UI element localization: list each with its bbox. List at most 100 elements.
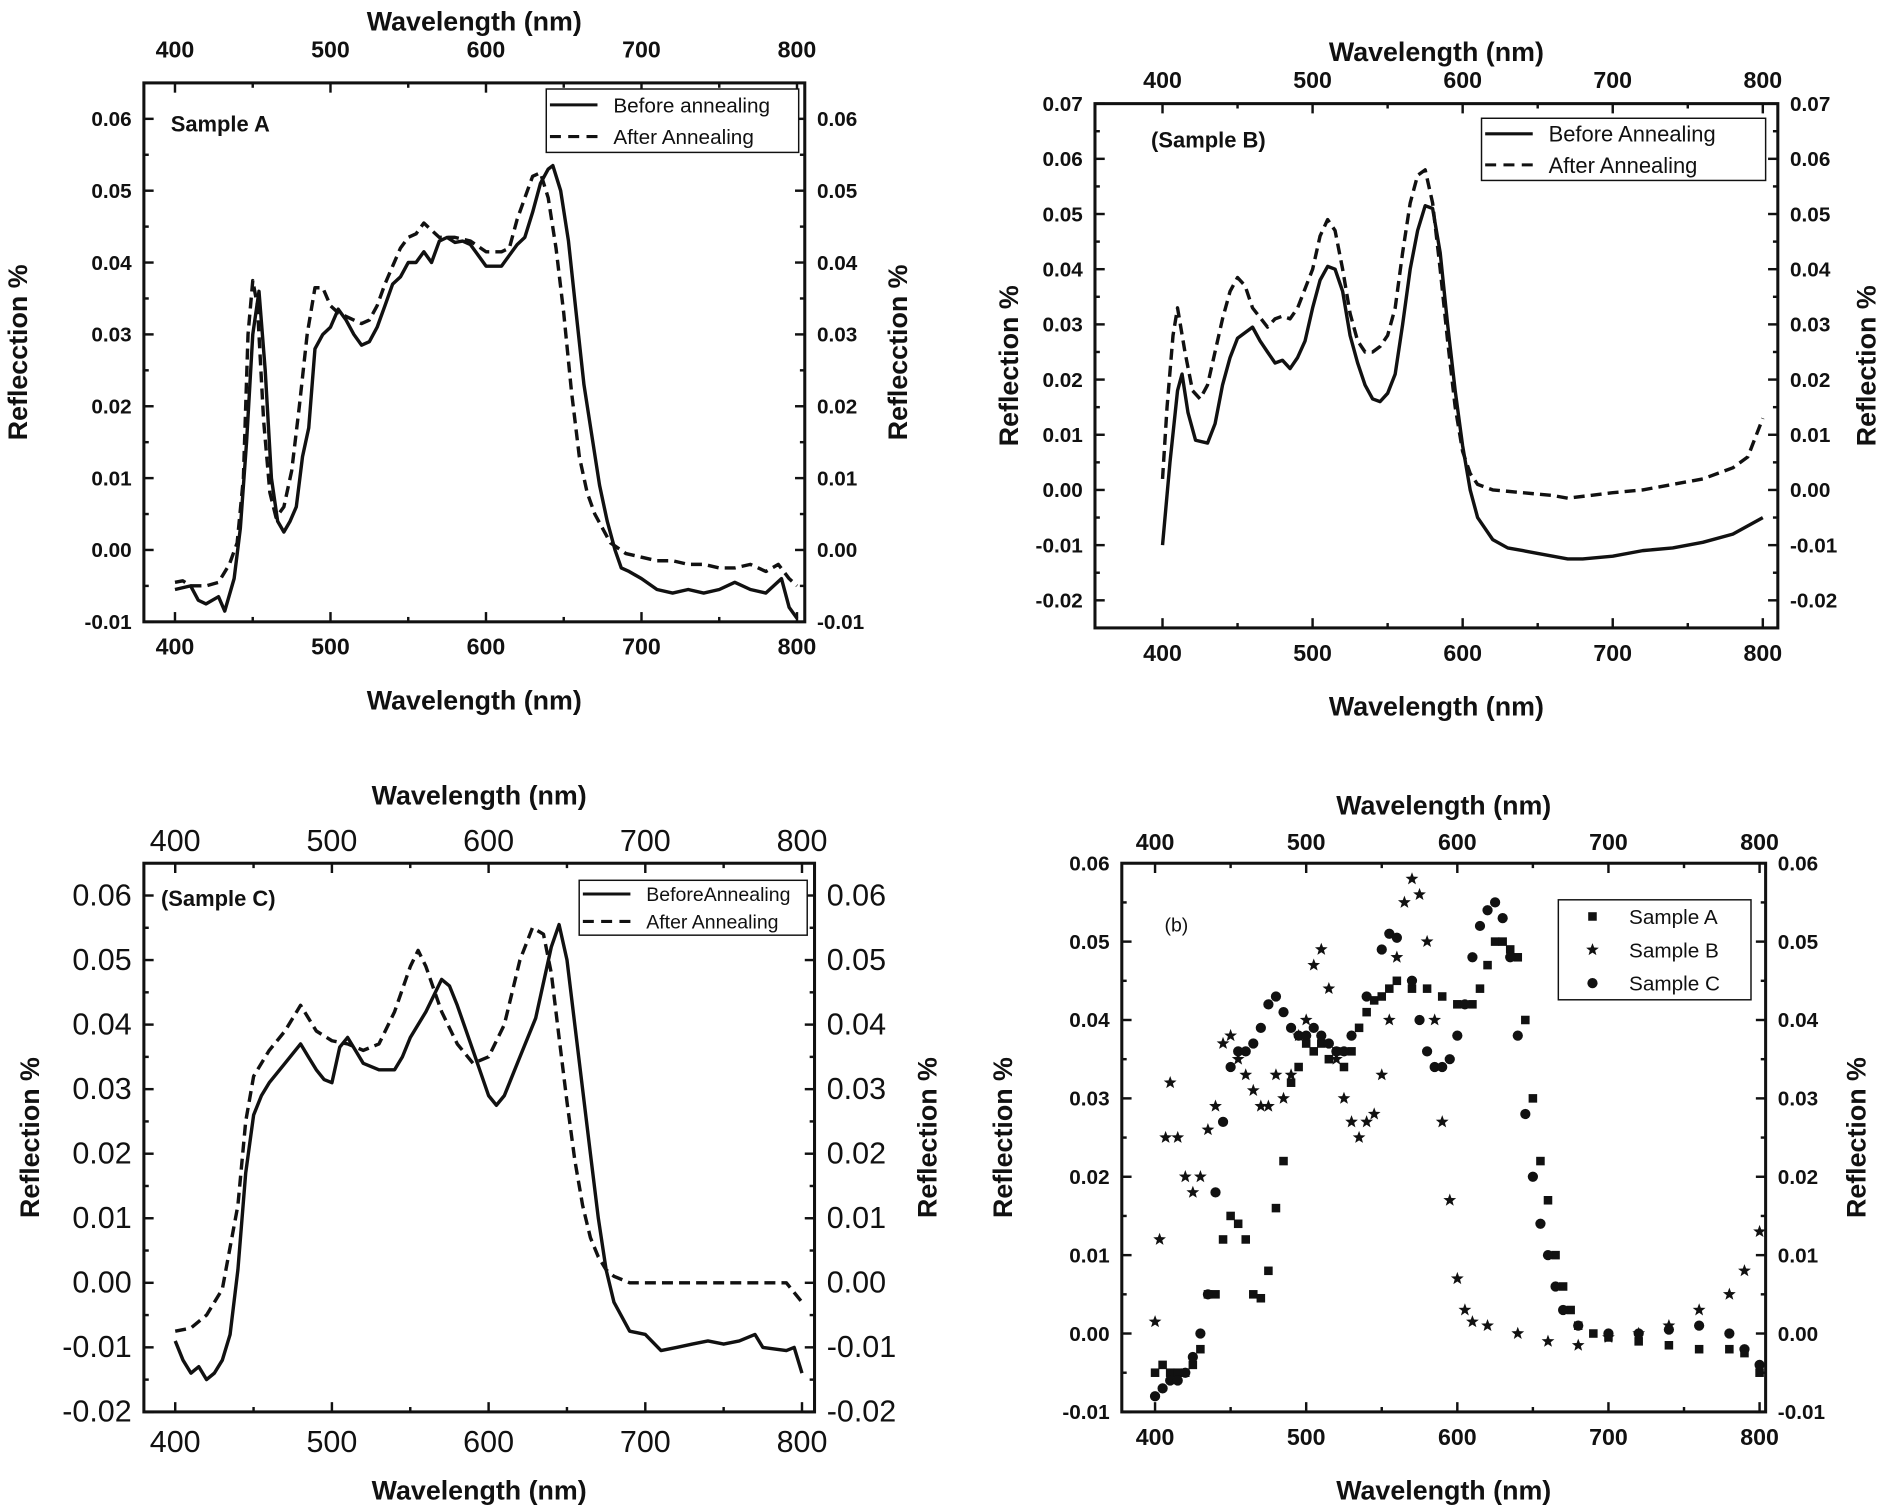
data-point (1663, 1324, 1675, 1335)
y-tick-label-right: 0.04 (1778, 1009, 1819, 1032)
data-point (1437, 1061, 1448, 1073)
legend-label: Before Annealing (1549, 122, 1716, 147)
x-tick-label-top: 700 (1593, 67, 1632, 93)
legend-label: Sample C (1629, 973, 1720, 996)
data-point (1330, 1052, 1343, 1065)
legend: Sample A Sample B Sample C (1557, 899, 1752, 1001)
legend-box (578, 879, 808, 936)
data-point (1224, 1028, 1238, 1042)
data-point (1248, 1038, 1259, 1049)
series-line-2 (1160, 168, 1765, 500)
data-point (1345, 1115, 1358, 1128)
data-point (1264, 1266, 1273, 1276)
data-point (1301, 1030, 1312, 1041)
y-tick-label: 0.04 (72, 1007, 131, 1041)
legend: Before annealing After Annealing (545, 88, 800, 154)
legend-label: Sample A (1629, 906, 1718, 929)
data-point (1481, 1318, 1494, 1332)
y-tick-label: 0.03 (1042, 314, 1082, 337)
data-point (1376, 944, 1387, 955)
data-point (1218, 1235, 1228, 1244)
y-tick-label-right: -0.02 (1790, 590, 1837, 613)
data-point (1148, 1315, 1162, 1328)
data-point (1149, 1391, 1161, 1402)
data-point (1482, 905, 1493, 916)
data-point (1557, 1304, 1569, 1316)
data-point (1241, 1235, 1251, 1244)
data-point (1360, 1115, 1373, 1128)
data-point (1429, 1061, 1440, 1073)
y-tick-label: 0.04 (1069, 1009, 1110, 1032)
y-tick-label-right: 0.03 (1790, 314, 1830, 337)
data-point (1299, 1013, 1313, 1026)
y-tick-label-right: 0.07 (1790, 93, 1830, 116)
x-tick-label: 600 (1443, 640, 1482, 666)
y-axis-label-right: Reflecction % (883, 264, 913, 440)
data-point (1165, 1368, 1175, 1377)
data-point (1571, 1338, 1585, 1351)
x-tick-label: 400 (156, 634, 195, 660)
y-axis-label: Reflection % (15, 1057, 45, 1218)
data-point (1338, 1046, 1350, 1057)
data-point (1178, 1169, 1192, 1183)
y-tick-label: 0.00 (91, 539, 131, 562)
data-point (1724, 1328, 1735, 1339)
y-tick-label-right: 0.06 (827, 878, 886, 912)
legend-label: Sample B (1629, 939, 1719, 962)
y-tick-label: 0.04 (91, 252, 132, 275)
data-point (1450, 1271, 1464, 1285)
data-point (1483, 960, 1492, 970)
data-point (1150, 1368, 1160, 1377)
y-axis-label-right: Reflection % (912, 1057, 942, 1218)
x-tick-label: 500 (1293, 640, 1332, 666)
data-point (1246, 1083, 1260, 1096)
data-point (1444, 1054, 1455, 1065)
data-point (1231, 1052, 1245, 1065)
x-tick-label-top: 600 (1438, 829, 1477, 855)
y-tick-label-right: 0.06 (817, 108, 857, 131)
legend-label: After Annealing (646, 911, 778, 933)
y-tick-label-right: 0.00 (817, 539, 857, 562)
data-point (1535, 1218, 1546, 1229)
data-point (1550, 1281, 1561, 1292)
chart-panel-2: 400 400 500 500 600 600 700 700 800 800 -0.02 -0.02… (994, 37, 1881, 722)
panel-annotation: Sample A (171, 112, 270, 137)
y-tick-label: 0.00 (1042, 479, 1082, 502)
y-tick-label-right: 0.06 (1790, 148, 1830, 171)
data-point (1694, 1344, 1704, 1354)
data-point (1542, 1250, 1554, 1261)
data-point (1263, 999, 1274, 1010)
y-tick-label-right: 0.01 (1778, 1244, 1818, 1267)
y-tick-label-right: -0.02 (827, 1395, 896, 1429)
data-point (1201, 1123, 1215, 1136)
data-point (1459, 999, 1470, 1010)
data-point (1511, 1326, 1525, 1339)
y-tick-label: 0.01 (1042, 424, 1082, 447)
panel-annotation: (b) (1164, 915, 1188, 937)
x-tick-label: 800 (778, 634, 817, 660)
x-axis-label: Wavelength (nm) (1336, 1476, 1551, 1506)
x-tick-label: 500 (311, 634, 350, 660)
x-tick-label: 800 (1740, 1424, 1779, 1450)
y-tick-label: 0.00 (72, 1266, 131, 1300)
data-point (1543, 1196, 1553, 1205)
data-point (1382, 1013, 1396, 1026)
data-point (1739, 1344, 1750, 1355)
y-tick-label: 0.06 (91, 108, 131, 131)
data-point (1158, 1360, 1167, 1370)
data-point (1475, 984, 1485, 993)
data-point (1239, 1068, 1253, 1081)
data-point (1279, 1156, 1288, 1166)
data-point (1497, 912, 1508, 924)
panel-annotation: (Sample B) (1151, 128, 1266, 153)
data-point (1505, 952, 1516, 963)
data-point (1196, 1344, 1205, 1354)
data-point (1391, 932, 1402, 943)
y-tick-label-right: 0.01 (1790, 424, 1830, 447)
data-point (1217, 1116, 1229, 1128)
data-point (1193, 1169, 1207, 1183)
data-point (1352, 1130, 1366, 1143)
data-point (1589, 1329, 1598, 1338)
data-point (1633, 1328, 1644, 1339)
